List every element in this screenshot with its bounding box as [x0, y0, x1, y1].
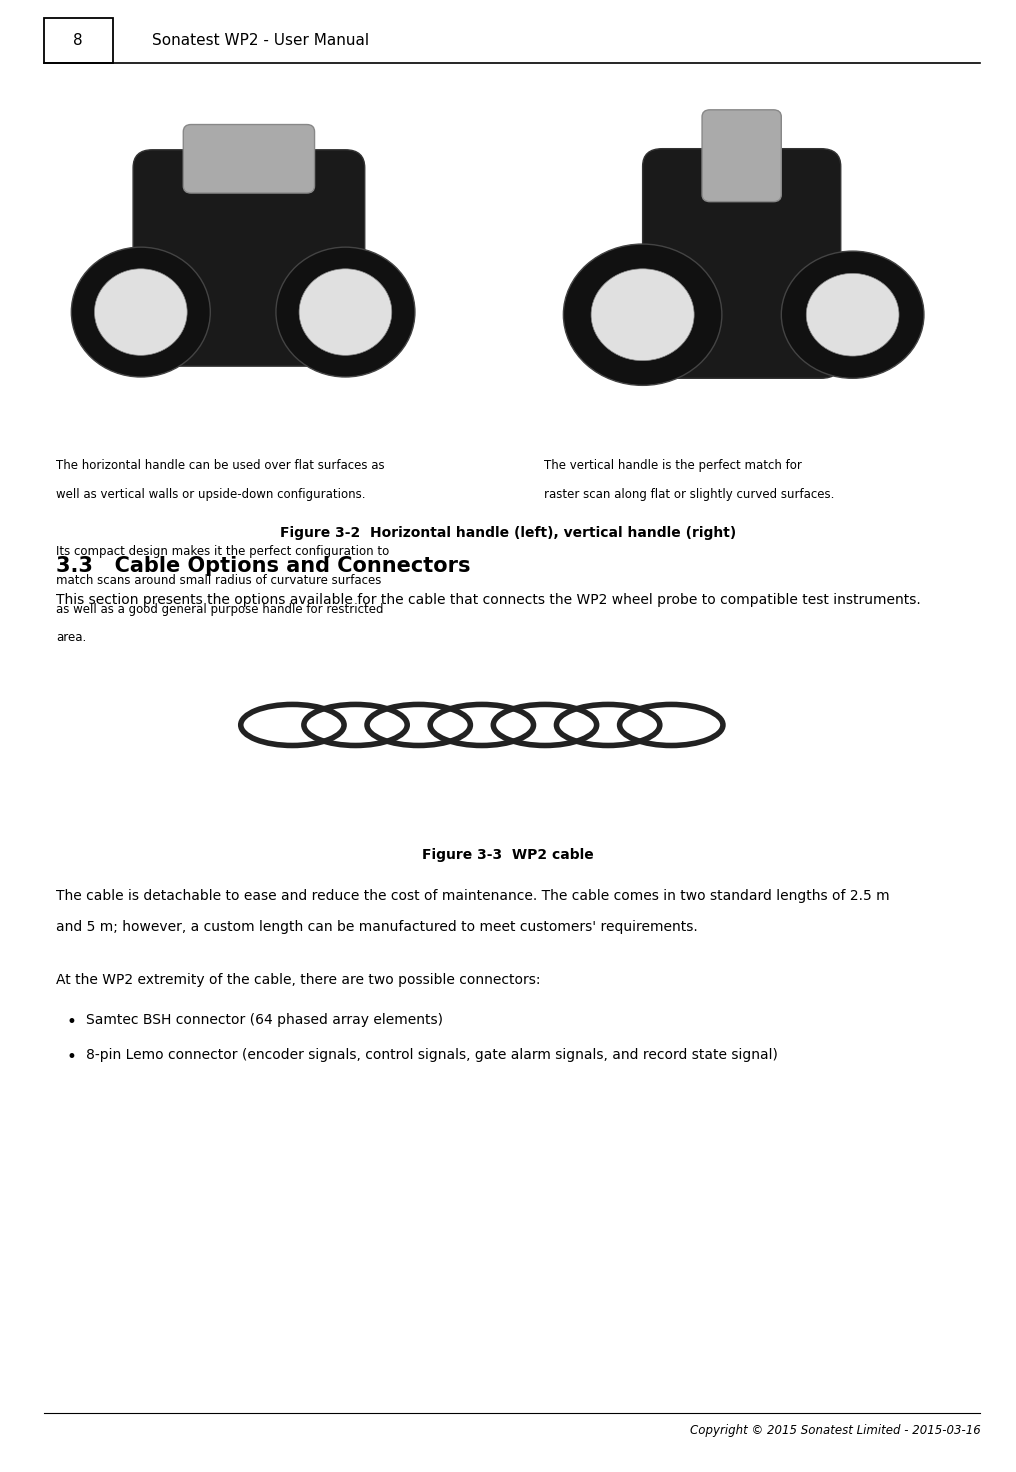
Text: •: • [66, 1013, 76, 1030]
Text: 8: 8 [73, 32, 83, 49]
Text: Its compact design makes it the perfect configuration to: Its compact design makes it the perfect … [56, 546, 389, 558]
Circle shape [781, 252, 924, 378]
Text: Figure 3-3  WP2 cable: Figure 3-3 WP2 cable [422, 848, 594, 863]
Text: Copyright © 2015 Sonatest Limited - 2015-03-16: Copyright © 2015 Sonatest Limited - 2015… [690, 1425, 980, 1437]
Text: 8-pin Lemo connector (encoder signals, control signals, gate alarm signals, and : 8-pin Lemo connector (encoder signals, c… [86, 1048, 778, 1063]
Circle shape [94, 269, 187, 355]
Circle shape [276, 247, 415, 377]
Text: The cable is detachable to ease and reduce the cost of maintenance. The cable co: The cable is detachable to ease and redu… [56, 889, 889, 904]
Circle shape [591, 269, 694, 361]
FancyBboxPatch shape [183, 125, 315, 193]
Bar [44, 18, 113, 62]
Text: well as vertical walls or upside-down configurations.: well as vertical walls or upside-down co… [56, 489, 366, 500]
Circle shape [71, 247, 210, 377]
Text: raster scan along flat or slightly curved surfaces.: raster scan along flat or slightly curve… [544, 489, 834, 500]
Text: match scans around small radius of curvature surfaces: match scans around small radius of curva… [56, 574, 381, 587]
Text: and 5 m; however, a custom length can be manufactured to meet customers' require: and 5 m; however, a custom length can be… [56, 920, 698, 935]
FancyBboxPatch shape [643, 149, 841, 378]
Circle shape [299, 269, 392, 355]
Text: as well as a good general purpose handle for restricted: as well as a good general purpose handle… [56, 604, 383, 615]
Text: 3.3   Cable Options and Connectors: 3.3 Cable Options and Connectors [56, 556, 470, 577]
Text: Samtec BSH connector (64 phased array elements): Samtec BSH connector (64 phased array el… [86, 1013, 443, 1027]
Circle shape [807, 274, 899, 356]
Text: Figure 3-2  Horizontal handle (left), vertical handle (right): Figure 3-2 Horizontal handle (left), ver… [279, 526, 737, 540]
Text: •: • [66, 1048, 76, 1066]
Text: Sonatest WP2 - User Manual: Sonatest WP2 - User Manual [152, 32, 370, 49]
Text: At the WP2 extremity of the cable, there are two possible connectors:: At the WP2 extremity of the cable, there… [56, 973, 541, 988]
FancyBboxPatch shape [133, 150, 365, 367]
Text: area.: area. [56, 631, 86, 645]
Text: The horizontal handle can be used over flat surfaces as: The horizontal handle can be used over f… [56, 459, 384, 473]
FancyBboxPatch shape [702, 110, 781, 202]
Circle shape [564, 244, 722, 386]
Text: The vertical handle is the perfect match for: The vertical handle is the perfect match… [544, 459, 802, 473]
Text: This section presents the options available for the cable that connects the WP2 : This section presents the options availa… [56, 593, 920, 608]
